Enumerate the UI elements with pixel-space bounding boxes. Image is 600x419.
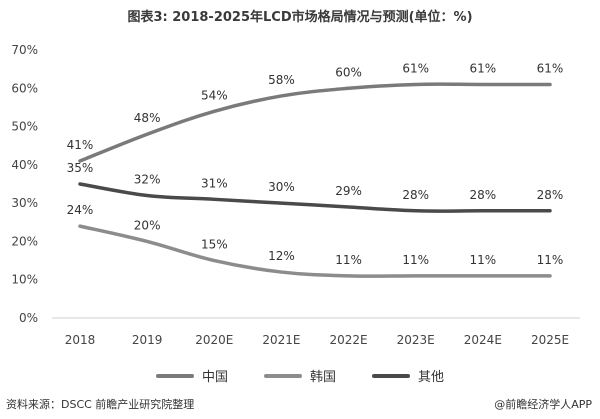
data-label-china: 61% xyxy=(402,61,429,75)
y-tick-label: 30% xyxy=(11,196,38,210)
data-label-korea: 12% xyxy=(268,249,295,263)
legend-label-china: 中国 xyxy=(201,370,228,385)
chart-title: 图表3: 2018-2025年LCD市场格局情况与预测(单位：%) xyxy=(127,10,473,25)
data-label-other: 31% xyxy=(201,176,228,190)
series-line-china xyxy=(78,82,552,163)
y-tick-label: 20% xyxy=(11,234,38,248)
data-label-other: 29% xyxy=(335,184,362,198)
data-label-korea: 20% xyxy=(134,218,161,232)
legend-swatch-korea xyxy=(263,373,302,378)
y-tick-label: 70% xyxy=(11,43,38,57)
series-line-other xyxy=(78,182,552,213)
data-label-korea: 11% xyxy=(335,253,362,267)
legend-swatch-china xyxy=(155,373,194,378)
data-label-other: 28% xyxy=(402,188,429,202)
data-label-korea: 11% xyxy=(470,253,497,267)
data-label-korea: 11% xyxy=(537,253,564,267)
data-label-korea: 24% xyxy=(67,203,94,217)
legend-swatch-other xyxy=(372,373,410,378)
data-label-china: 61% xyxy=(470,61,497,75)
series-line-korea xyxy=(78,224,552,278)
x-tick-label: 2022E xyxy=(330,333,368,347)
y-tick-label: 10% xyxy=(11,273,38,287)
legend-label-korea: 韩国 xyxy=(309,370,336,385)
data-label-china: 61% xyxy=(537,61,564,75)
y-tick-label: 50% xyxy=(11,120,38,134)
data-label-china: 48% xyxy=(134,111,161,125)
y-tick-label: 60% xyxy=(11,81,38,95)
legend: 中国 韩国 其他 xyxy=(0,366,600,385)
x-tick-label: 2024E xyxy=(464,333,502,347)
x-tick-label: 2019 xyxy=(132,333,163,347)
legend-item-other: 其他 xyxy=(372,366,444,385)
x-tick-label: 2018 xyxy=(65,333,96,347)
data-label-korea: 15% xyxy=(201,238,228,252)
data-label-china: 54% xyxy=(201,88,228,102)
legend-label-other: 其他 xyxy=(418,370,445,385)
data-label-china: 60% xyxy=(335,65,362,79)
data-label-other: 35% xyxy=(67,161,94,175)
source-note: 资料来源：DSCC 前瞻产业研究院整理 xyxy=(6,398,195,411)
data-label-china: 41% xyxy=(67,138,94,152)
x-tick-label: 2025E xyxy=(531,333,569,347)
y-tick-label: 40% xyxy=(11,158,38,172)
legend-item-china: 中国 xyxy=(155,366,228,385)
data-label-other: 28% xyxy=(470,188,497,202)
y-tick-label: 0% xyxy=(19,311,38,325)
x-tick-label: 2021E xyxy=(262,333,300,347)
data-label-other: 32% xyxy=(134,172,161,186)
x-tick-label: 2020E xyxy=(195,333,233,347)
brand-watermark-text: @前瞻经济学人APP xyxy=(494,398,592,411)
legend-item-korea: 韩国 xyxy=(263,366,336,385)
data-label-other: 28% xyxy=(537,188,564,202)
data-label-other: 30% xyxy=(268,180,295,194)
data-label-korea: 11% xyxy=(402,253,429,267)
data-label-china: 58% xyxy=(268,73,295,87)
x-tick-label: 2023E xyxy=(397,333,435,347)
